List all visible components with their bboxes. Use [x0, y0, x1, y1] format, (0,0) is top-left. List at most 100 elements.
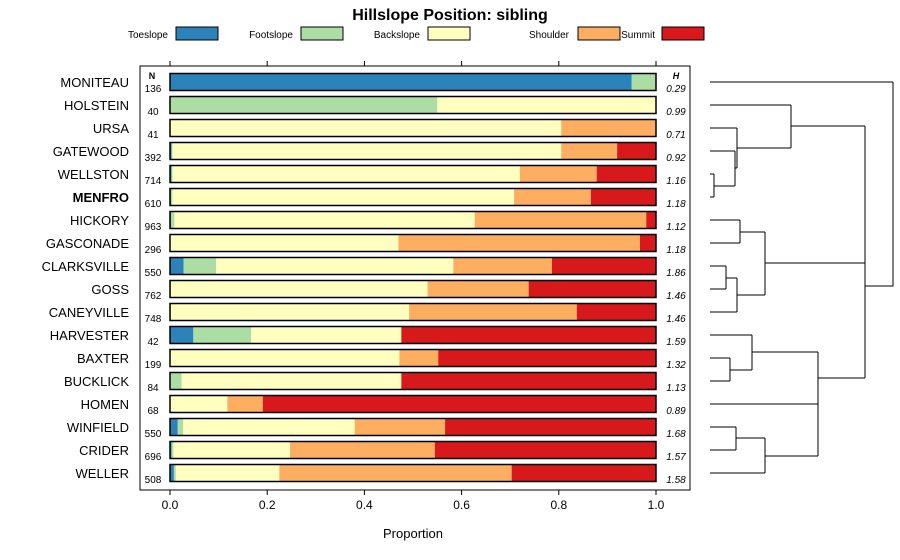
row-bucklick: BUCKLICK 84 1.13: [64, 371, 686, 394]
bar-outline: [169, 371, 657, 391]
row-crider: CRIDER 696 1.57: [79, 440, 686, 463]
bar-segment-footslope: [170, 372, 182, 390]
row-gasconade: GASCONADE 296 1.18: [46, 233, 686, 256]
row-label: GATEWOOD: [53, 144, 129, 159]
n-value: 41: [147, 130, 159, 141]
n-value: 550: [145, 429, 162, 440]
bar-segment-toeslope: [170, 464, 174, 482]
bar-segment-summit: [445, 418, 656, 436]
x-axis-title: Proportion: [383, 526, 443, 541]
h-value: 1.86: [666, 268, 686, 279]
bar-outline: [169, 72, 657, 92]
chart-title: Hillslope Position: sibling: [352, 7, 548, 24]
n-value: 68: [147, 406, 159, 417]
bar-segment-shoulder: [279, 464, 512, 482]
legend-label-footslope: Footslope: [249, 30, 293, 41]
row-moniteau: MONITEAU 136 0.29: [60, 72, 686, 95]
bar-segment-backslope: [170, 303, 410, 321]
row-label: WINFIELD: [67, 420, 129, 435]
x-tick-label: 0.6: [453, 498, 470, 512]
bar-segment-summit: [551, 257, 656, 275]
h-value: 1.59: [666, 337, 686, 348]
bar-segment-shoulder: [398, 234, 640, 252]
bar-segment-shoulder: [427, 280, 529, 298]
bar-segment-backslope: [173, 441, 291, 459]
x-tick-label: 0.2: [259, 498, 276, 512]
bar-segment-shoulder: [561, 119, 656, 137]
n-value: 136: [145, 84, 162, 95]
bar-segment-shoulder: [474, 211, 647, 229]
bar-segment-summit: [576, 303, 656, 321]
row-homen: HOMEN 68 0.89: [81, 394, 686, 417]
bar-segment-footslope: [171, 441, 174, 459]
bar-outline: [169, 233, 657, 253]
row-menfro: MENFRO 610 1.18: [73, 187, 686, 210]
bar-segment-summit: [511, 464, 656, 482]
row-weller: WELLER 508 1.58: [76, 463, 686, 486]
bar-segment-shoulder: [290, 441, 435, 459]
row-label: GOSS: [91, 282, 129, 297]
bar-outline: [169, 440, 657, 460]
h-value: 1.16: [666, 176, 686, 187]
bar-segment-shoulder: [354, 418, 446, 436]
row-label: MONITEAU: [60, 75, 129, 90]
bar-segment-backslope: [251, 326, 402, 344]
bar-segment-shoulder: [514, 188, 591, 206]
bar-segment-summit: [438, 349, 656, 367]
bar-segment-backslope: [170, 119, 562, 137]
row-wellston: WELLSTON 714 1.16: [58, 164, 686, 187]
row-caneyville: CANEYVILLE 748 1.46: [49, 302, 686, 325]
bar-outline: [169, 210, 657, 230]
bar-segment-shoulder: [519, 165, 597, 183]
row-label: BAXTER: [77, 351, 129, 366]
n-value: 550: [145, 268, 162, 279]
n-value: 392: [145, 153, 162, 164]
bar-segment-shoulder: [561, 142, 618, 160]
n-value: 762: [145, 291, 162, 302]
bar-segment-backslope: [181, 372, 402, 390]
row-label: CRIDER: [79, 443, 129, 458]
legend-label-toeslope: Toeslope: [128, 30, 168, 41]
bar-segment-backslope: [172, 142, 562, 160]
legend-label-shoulder: Shoulder: [529, 30, 570, 41]
bar-outline: [169, 302, 657, 322]
h-value: 1.46: [666, 291, 686, 302]
n-value: 963: [145, 222, 162, 233]
bar-segment-footslope: [193, 326, 252, 344]
bar-segment-backslope: [183, 418, 355, 436]
bar-segment-summit: [262, 395, 656, 413]
h-value: 0.71: [666, 130, 685, 141]
n-value: 40: [147, 107, 159, 118]
legend: Toeslope Footslope Backslope Shoulder Summit: [128, 26, 705, 41]
bar-segment-summit: [617, 142, 656, 160]
bar-outline: [169, 187, 657, 207]
h-header: H: [673, 71, 680, 81]
bar-outline: [169, 141, 657, 161]
bar-segment-backslope: [170, 280, 428, 298]
bar-segment-summit: [596, 165, 656, 183]
plot-frame: [139, 65, 691, 491]
row-label: HICKORY: [70, 213, 129, 228]
bar-segment-backslope: [174, 211, 475, 229]
h-value: 1.12: [666, 222, 686, 233]
n-value: 296: [145, 245, 162, 256]
row-label: URSA: [93, 121, 129, 136]
row-label: WELLER: [76, 466, 129, 481]
n-value: 714: [145, 176, 162, 187]
legend-swatch-backslope: [427, 26, 471, 41]
row-label: CANEYVILLE: [49, 305, 130, 320]
row-label: MENFRO: [73, 190, 129, 205]
bar-segment-backslope: [437, 96, 656, 114]
row-label: HOLSTEIN: [64, 98, 129, 113]
bar-outline: [169, 256, 657, 276]
bar-segment-shoulder: [453, 257, 552, 275]
bar-segment-summit: [639, 234, 656, 252]
n-value: 610: [145, 199, 162, 210]
row-hickory: HICKORY 963 1.12: [70, 210, 686, 233]
bar-segment-toeslope: [170, 73, 632, 91]
bar-segment-summit: [401, 372, 656, 390]
bar-segment-footslope: [631, 73, 656, 91]
bar-segment-summit: [528, 280, 656, 298]
